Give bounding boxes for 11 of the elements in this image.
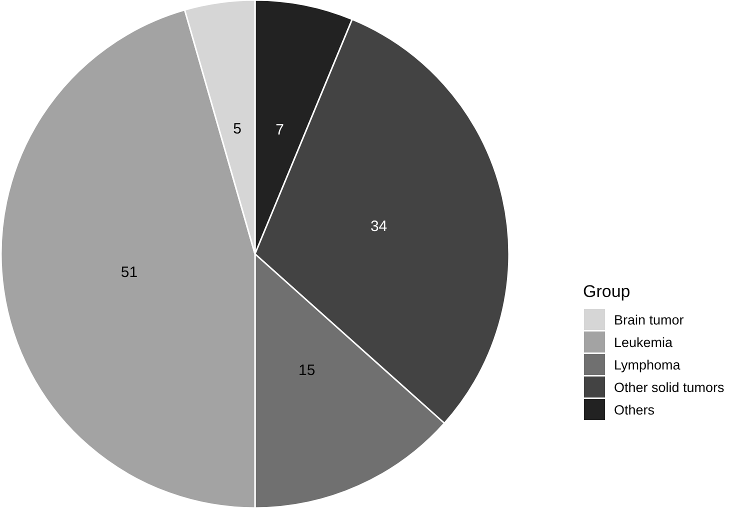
legend-label: Others [614, 402, 655, 418]
data-label: 34 [370, 218, 388, 235]
legend-label: Lymphoma [614, 358, 681, 373]
legend-label: Brain tumor [614, 312, 684, 328]
legend-label: Leukemia [614, 335, 674, 350]
legend-title: Group [583, 282, 630, 301]
data-label: 15 [298, 362, 316, 380]
legend-label: Other solid tumors [614, 380, 725, 396]
data-label: 7 [276, 122, 284, 139]
data-label: 5 [233, 120, 242, 138]
data-label: 51 [120, 264, 138, 282]
